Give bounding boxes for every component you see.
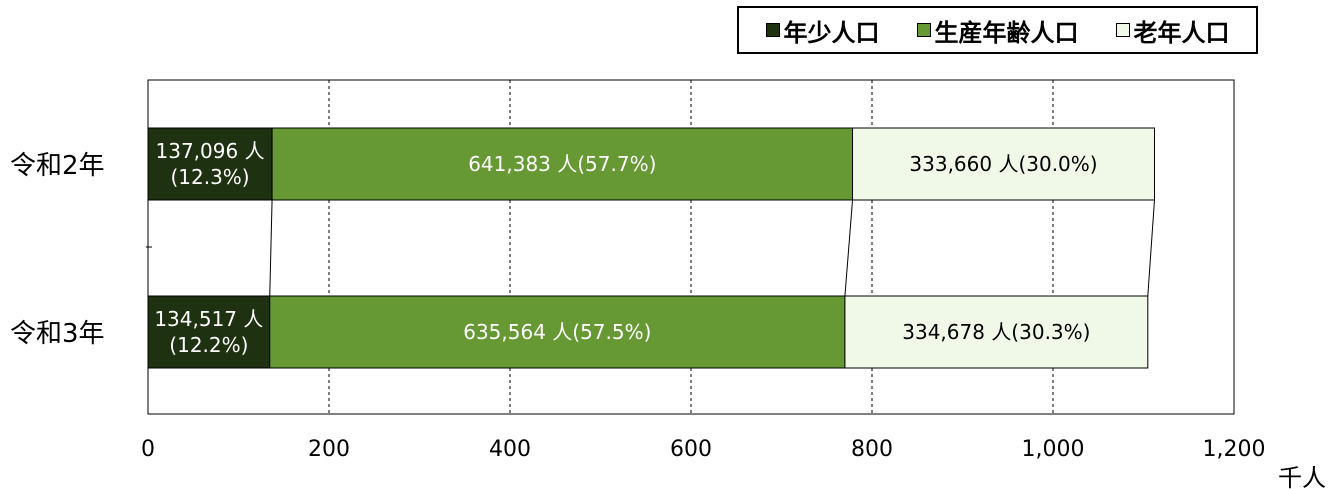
legend-item-working: 生産年齢人口 [916, 13, 1079, 48]
legend-item-elderly: 老年人口 [1115, 13, 1230, 48]
x-tick-label: 400 [489, 437, 531, 462]
x-tick-label: 600 [670, 437, 712, 462]
series-connector-line [844, 199, 854, 297]
bar-data-label: 333,660 人(30.0%) [909, 152, 1097, 176]
legend-label-young: 年少人口 [783, 18, 880, 47]
series-connector-line [269, 199, 273, 297]
bar-segment [844, 295, 1149, 369]
bar-data-label: 134,517 人 [154, 307, 263, 331]
bar-data-label-pct: (12.3%) [170, 165, 249, 189]
bar-segment [269, 295, 846, 369]
x-tick-label: 1,200 [1203, 437, 1266, 462]
x-unit-label: 千人 [1278, 464, 1326, 489]
category-label: 令和3年 [10, 319, 105, 349]
bar-data-label-pct: (12.2%) [169, 333, 248, 357]
legend-swatch-young [765, 23, 780, 37]
legend-swatch-elderly [1115, 23, 1130, 37]
bar-segment [852, 127, 1155, 201]
category-label: 令和2年 [10, 151, 105, 181]
bar-data-label: 137,096 人 [156, 139, 265, 163]
bar-data-label: 635,564 人(57.5%) [463, 320, 651, 344]
bar-data-label: 641,383 人(57.7%) [468, 152, 656, 176]
x-tick-label: 1,000 [1022, 437, 1085, 462]
legend-label-elderly: 老年人口 [1133, 18, 1230, 47]
legend-swatch-working [916, 23, 931, 37]
series-connector-line [1147, 199, 1155, 297]
x-tick-label: 200 [308, 437, 350, 462]
bar-segment [147, 127, 273, 201]
bar-segment [271, 127, 854, 201]
legend-label-working: 生産年齢人口 [934, 18, 1079, 47]
bar-data-label: 334,678 人(30.3%) [902, 320, 1090, 344]
legend: 年少人口 生産年齢人口 老年人口 [737, 6, 1258, 54]
x-tick-label: 0 [141, 437, 155, 462]
x-tick-label: 800 [851, 437, 893, 462]
legend-item-young: 年少人口 [765, 13, 880, 48]
